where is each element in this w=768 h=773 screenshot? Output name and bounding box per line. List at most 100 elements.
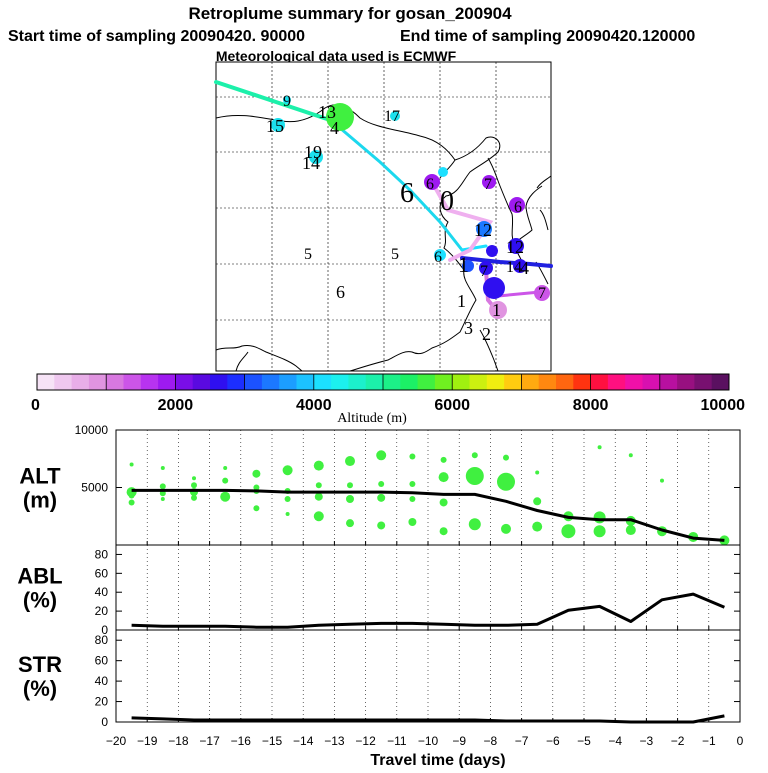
altitude-cluster-dot [465, 467, 484, 485]
colorbar-cell [504, 374, 522, 390]
altitude-cluster-dot [409, 453, 416, 460]
colorbar-cell [694, 374, 713, 390]
map-graticule [216, 62, 551, 371]
altitude-cluster-dot [192, 476, 196, 481]
colorbar-cell [486, 374, 505, 390]
map-label: 4 [520, 258, 529, 278]
panel-ylabel: (%) [23, 676, 57, 701]
colorbar-cell [88, 374, 107, 390]
altitude-cluster-dot [625, 525, 636, 536]
map-label: 14 [302, 153, 320, 173]
x-tick-label: −6 [546, 734, 560, 748]
altitude-cluster-dot [191, 494, 197, 501]
altitude-cluster-dot [160, 465, 165, 470]
y-tick-label: 80 [95, 633, 109, 647]
map-label: 17 [384, 108, 400, 125]
cluster-dot [509, 197, 525, 213]
x-tick-label: −8 [484, 734, 498, 748]
map-label: 5 [391, 246, 399, 263]
x-tick-label: −16 [231, 734, 252, 748]
y-tick-label: 40 [95, 585, 109, 599]
altitude-cluster-dot [220, 491, 231, 502]
altitude-cluster-dot [222, 477, 229, 484]
colorbar-cell [556, 374, 574, 390]
map-label: 6 [336, 282, 345, 302]
map-label: 6 [400, 178, 414, 209]
altitude-cluster-dot [160, 497, 165, 501]
y-tick-label: 0 [101, 623, 108, 637]
colorbar-cell [37, 374, 55, 390]
altitude-cluster-dot [439, 498, 448, 507]
colorbar-cell [400, 374, 418, 390]
colorbar-label: Altitude (m) [337, 411, 407, 426]
altitude-cluster-dot [593, 525, 606, 538]
colorbar-cell [365, 374, 384, 390]
altitude-cluster-dot [533, 497, 542, 506]
colorbar-cell [383, 374, 401, 390]
map-label: 1 [457, 291, 466, 311]
meteorological-data-label: Meteorological data used is ECMWF [216, 48, 457, 64]
altitude-cluster-dot [313, 460, 324, 471]
y-tick-label: 20 [95, 695, 109, 709]
altitude-cluster-dot [314, 492, 323, 501]
altitude-cluster-dot [409, 481, 416, 488]
y-tick-label: 0 [101, 715, 108, 729]
colorbar-cell [607, 374, 626, 390]
cluster-dot [482, 175, 496, 189]
map-label: 12 [506, 237, 524, 257]
altitude-cluster-dot [593, 511, 606, 524]
colorbar-cell [296, 374, 315, 390]
colorbar-cell [192, 374, 211, 390]
panel-frame [115, 629, 741, 723]
colorbar-tick-label: 10000 [701, 397, 746, 414]
altitude-cluster-dot [438, 472, 449, 483]
map-cluster-labels: 9 15 13 4 17 19 14 6 0 6 7 6 5 12 12 6 5… [266, 93, 546, 344]
x-tick-label: −18 [168, 734, 189, 748]
colorbar-cell [140, 374, 159, 390]
altitude-cluster-dot [282, 465, 293, 476]
colorbar-cell [210, 374, 228, 390]
altitude-cluster-dot [501, 523, 511, 534]
colorbar-cell [434, 374, 453, 390]
colorbar-cell [123, 374, 142, 390]
map-label: 0 [440, 186, 454, 217]
trajectory-segment-coast [460, 244, 488, 252]
x-tick-label: −14 [293, 734, 314, 748]
altitude-cluster-dot [377, 493, 386, 502]
x-tick-label: −17 [199, 734, 220, 748]
altitude-cluster-dot [252, 469, 261, 478]
cluster-dot [424, 174, 440, 190]
altitude-cluster-dot [376, 450, 387, 461]
altitude-cluster-dot [628, 453, 633, 458]
panel-ylabel: (%) [23, 588, 57, 613]
colorbar-cell [106, 374, 124, 390]
panel-ylabel: STR [18, 652, 62, 677]
colorbar-cell [711, 374, 730, 390]
colorbar-tick-label: 0 [31, 397, 40, 414]
y-tick-label: 20 [95, 604, 109, 618]
colorbar-cell [261, 374, 280, 390]
map-label: 1 [458, 252, 469, 277]
altitude-cluster-dot [159, 483, 166, 490]
panel-abl: 0 20 40 60 80 ABL(%) [17, 544, 741, 637]
map-label: 13 [318, 102, 336, 122]
x-tick-label: −19 [137, 734, 158, 748]
altitude-cluster-dot [128, 492, 135, 499]
map-label: 15 [266, 116, 284, 136]
altitude-cluster-dot [315, 482, 322, 489]
trajectory-segment-loop [430, 180, 494, 262]
map-label: 7 [484, 176, 492, 193]
altitude-cluster-dot [409, 496, 416, 502]
x-tick-label: −3 [640, 734, 654, 748]
trajectory-cluster-dots [271, 96, 550, 319]
trajectory-segment-east [496, 290, 542, 298]
cluster-dot [486, 245, 498, 257]
map-label: 6 [434, 249, 442, 266]
panel-alt: 5000 10000 ALT(m) [19, 423, 741, 546]
colorbar-cell [158, 374, 176, 390]
colorbar-tick-label: 2000 [158, 397, 194, 414]
altitude-cluster-dot [346, 519, 354, 528]
x-tick-label: −15 [262, 734, 283, 748]
altitude-cluster-dot [191, 482, 197, 489]
cluster-dot [508, 238, 524, 254]
